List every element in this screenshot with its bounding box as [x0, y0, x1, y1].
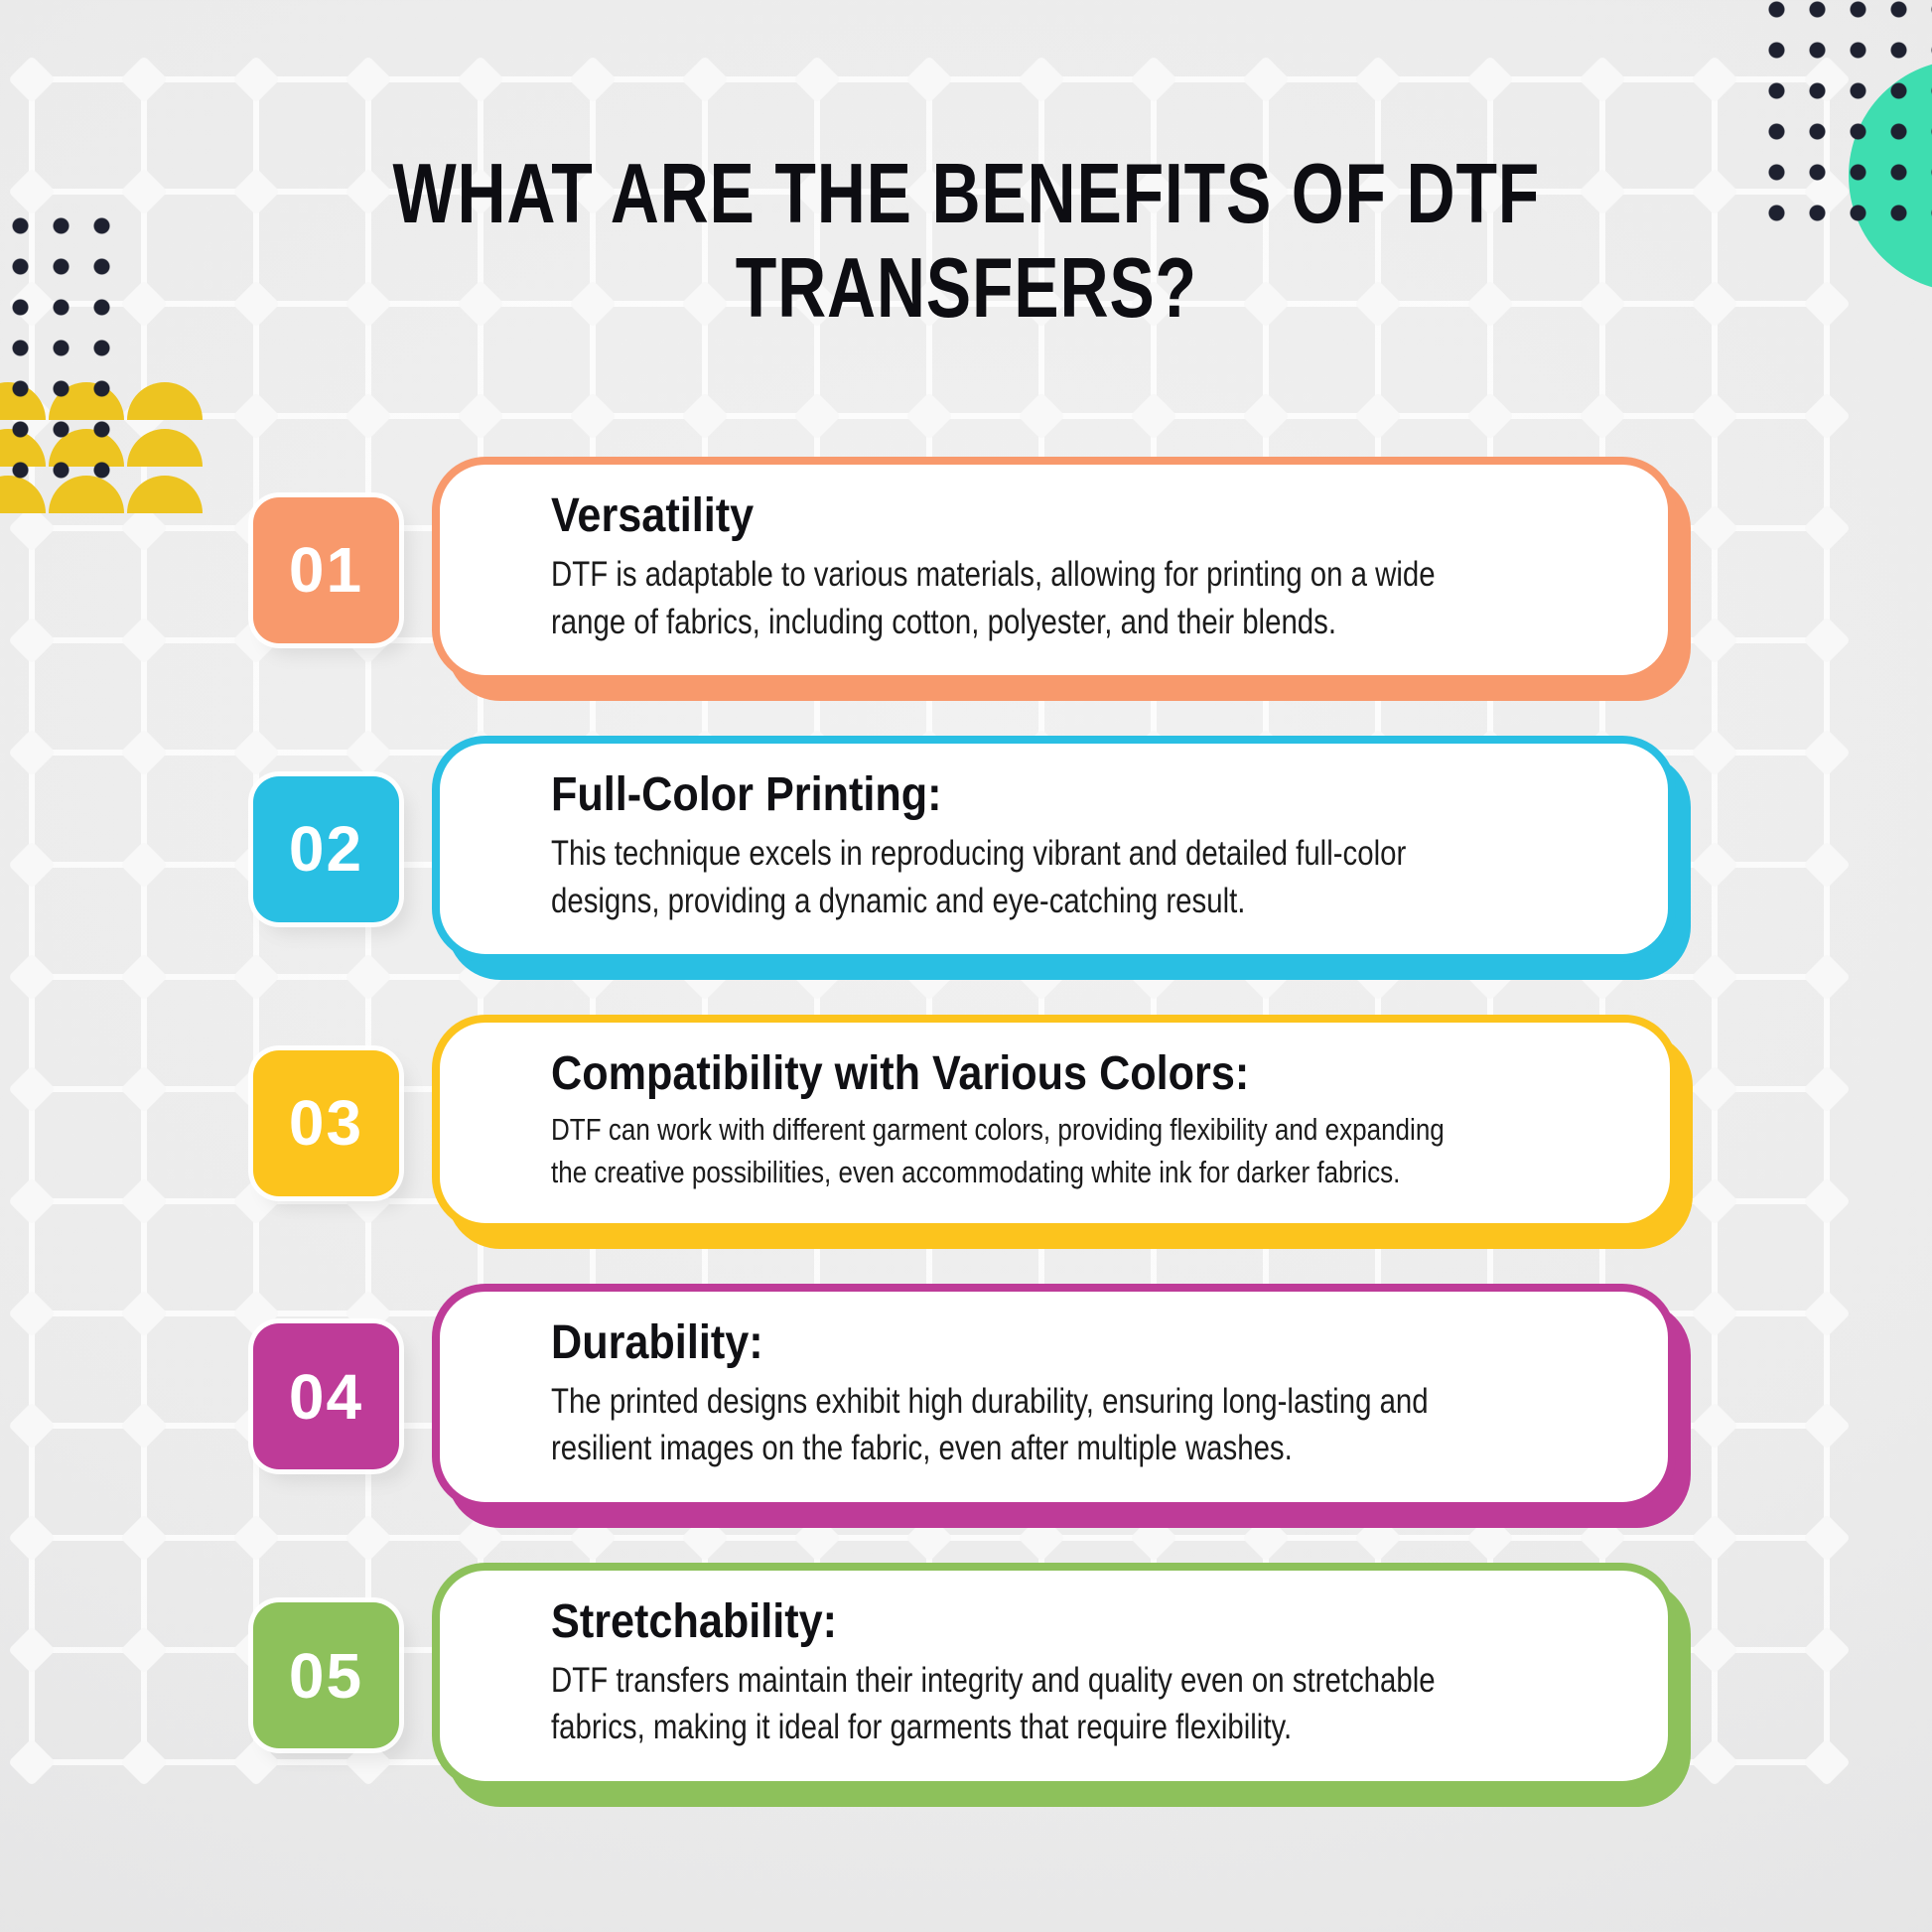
number-badge-02: 02	[253, 775, 399, 922]
card-title: Versatility	[551, 489, 755, 542]
badge-number: 02	[288, 813, 364, 886]
number-badge-05: 05	[253, 1602, 399, 1749]
card-body: This technique excels in reproducing vib…	[551, 834, 1407, 920]
number-badge-04: 04	[253, 1323, 399, 1470]
card-title: Stretchability:	[551, 1594, 838, 1648]
card-body: DTF transfers maintain their integrity a…	[551, 1660, 1436, 1747]
benefit-card-full-color-printing: Full-Color Printing: This technique exce…	[432, 736, 1676, 963]
card-body: DTF is adaptable to various materials, a…	[551, 555, 1436, 641]
benefit-item-04: 04 Durability: The printed designs exhib…	[253, 1283, 1676, 1510]
card-title: Compatibility with Various Colors:	[551, 1047, 1250, 1101]
card-body: DTF can work with different garment colo…	[551, 1112, 1445, 1189]
dot-grid-top-right	[1756, 0, 1932, 234]
benefit-item-03: 03 Compatibility with Various Colors: DT…	[253, 1015, 1679, 1231]
dot-grid-left	[0, 206, 123, 491]
benefit-card-stretchability: Stretchability: DTF transfers maintain t…	[432, 1562, 1676, 1790]
scallop-bump	[127, 429, 203, 467]
number-badge-03: 03	[253, 1049, 399, 1196]
scallop-bump	[127, 382, 203, 420]
benefit-card-versatility: Versatility DTF is adaptable to various …	[432, 457, 1676, 684]
badge-number: 03	[288, 1087, 364, 1160]
benefit-item-05: 05 Stretchability: DTF transfers maintai…	[253, 1562, 1676, 1790]
benefit-item-01: 01 Versatility DTF is adaptable to vario…	[253, 457, 1676, 684]
benefit-card-color-compatibility: Compatibility with Various Colors: DTF c…	[432, 1015, 1679, 1231]
card-title: Full-Color Printing:	[551, 768, 942, 822]
badge-number: 01	[288, 534, 364, 607]
page-title: WHAT ARE THE BENEFITS OF DTF TRANSFERS?	[392, 147, 1540, 337]
benefit-list: 01 Versatility DTF is adaptable to vario…	[253, 457, 1679, 1842]
number-badge-01: 01	[253, 496, 399, 643]
card-title: Durability:	[551, 1315, 763, 1369]
card-body: The printed designs exhibit high durabil…	[551, 1381, 1429, 1468]
header: WHAT ARE THE BENEFITS OF DTF TRANSFERS?	[0, 147, 1932, 336]
scallop-bump	[127, 476, 203, 513]
badge-number: 05	[288, 1639, 364, 1712]
badge-number: 04	[288, 1360, 364, 1433]
benefit-card-durability: Durability: The printed designs exhibit …	[432, 1283, 1676, 1510]
benefit-item-02: 02 Full-Color Printing: This technique e…	[253, 736, 1676, 963]
